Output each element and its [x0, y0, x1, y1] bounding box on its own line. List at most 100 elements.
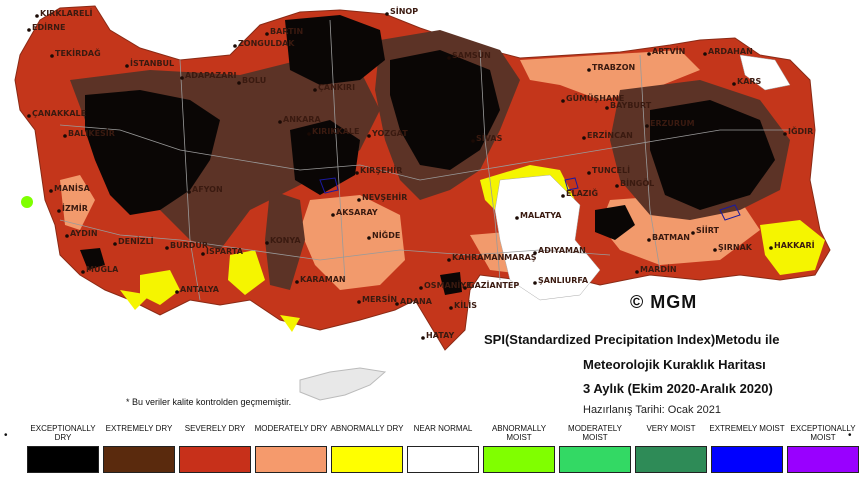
- city-dot: [449, 306, 453, 310]
- city-label: ISPARTA: [206, 247, 244, 256]
- legend-bullet-left: •: [4, 430, 8, 441]
- city-label: BATMAN: [652, 233, 690, 242]
- city-dot: [367, 134, 371, 138]
- city-label: KONYA: [270, 236, 301, 245]
- city-dot: [265, 32, 269, 36]
- city-label: KARS: [737, 77, 762, 86]
- city-dot: [175, 290, 179, 294]
- legend-bullet-right: •: [848, 430, 852, 441]
- city-label: BURDUR: [170, 241, 208, 250]
- legend-swatch: [559, 446, 631, 473]
- city-dot: [395, 302, 399, 306]
- city-label: ADANA: [400, 297, 433, 306]
- city-dot: [49, 189, 53, 193]
- city-label: GÜMÜŞHANE: [566, 93, 624, 103]
- legend-item-moderately-dry: MODERATELY DRY: [252, 424, 330, 473]
- city-dot: [713, 248, 717, 252]
- legend-label: NEAR NORMAL: [413, 424, 473, 433]
- city-dot: [265, 241, 269, 245]
- city-dot: [587, 68, 591, 72]
- city-dot: [533, 251, 537, 255]
- legend-label: ABNORMALLY DRY: [330, 424, 404, 433]
- city-label: İSTANBUL: [130, 58, 174, 68]
- city-dot: [278, 120, 282, 124]
- legend-swatch: [331, 446, 403, 473]
- city-label: IĞDIR: [788, 125, 813, 136]
- city-label: MARDİN: [640, 264, 677, 274]
- city-dot: [447, 56, 451, 60]
- city-label: ERZURUM: [650, 119, 695, 128]
- map-title-line1: SPI(Standardized Precipitation Index)Met…: [484, 332, 780, 347]
- prepared-date: Hazırlanış Tarihi: Ocak 2021: [583, 404, 721, 416]
- city-label: ÇANAKKALE: [32, 109, 86, 118]
- footnote: * Bu veriler kalite kontrolden geçmemişt…: [126, 397, 292, 407]
- city-dot: [783, 132, 787, 136]
- city-label: KİLİS: [454, 300, 477, 310]
- city-dot: [113, 242, 117, 246]
- legend-swatch: [711, 446, 783, 473]
- city-label: KAHRAMANMARAŞ: [452, 253, 537, 262]
- city-dot: [50, 54, 54, 58]
- lakes: [319, 177, 741, 221]
- city-label: OSMANİYE: [424, 280, 472, 290]
- legend-item-extremely-dry: EXTREMELY DRY: [100, 424, 178, 473]
- city-label: BALIKESİR: [68, 128, 115, 138]
- city-dot: [237, 81, 241, 85]
- legend-label: ABNORMALLY MOIST: [491, 424, 547, 442]
- legend-label: MODERATELY DRY: [254, 424, 328, 433]
- city-dot: [533, 281, 537, 285]
- city-dot: [582, 136, 586, 140]
- city-label: BOLU: [242, 76, 266, 85]
- city-label: ARTVİN: [652, 46, 685, 56]
- city-label: YOZGAT: [371, 129, 408, 138]
- city-label: ŞIRNAK: [718, 243, 753, 252]
- city-dot: [63, 134, 67, 138]
- map-title-line2: Meteorolojik Kuraklık Haritası: [583, 357, 766, 372]
- city-dot: [587, 171, 591, 175]
- legend-item-exceptionally-dry: EXCEPTIONALLY DRY: [24, 424, 102, 473]
- legend-swatch: [407, 446, 479, 473]
- city-label: GAZİANTEP: [468, 280, 519, 290]
- city-dot: [27, 28, 31, 32]
- city-dot: [703, 52, 707, 56]
- city-label: SİİRT: [696, 225, 720, 235]
- legend-label: SEVERELY DRY: [184, 424, 246, 433]
- map-title-line3: 3 Aylık (Ekim 2020-Aralık 2020): [583, 381, 773, 396]
- legend-label: EXTREMELY MOIST: [709, 424, 785, 433]
- city-label: NİĞDE: [372, 229, 400, 240]
- city-label: SAMSUN: [452, 51, 491, 60]
- city-label: HAKKARİ: [774, 240, 815, 250]
- legend-swatch: [179, 446, 251, 473]
- city-label: KARAMAN: [300, 275, 346, 284]
- legend-item-near-normal: NEAR NORMAL: [404, 424, 482, 473]
- city-label: ELAZIĞ: [566, 187, 598, 198]
- city-label: KIRKLARELİ: [40, 8, 93, 18]
- city-dot: [635, 270, 639, 274]
- city-label: ANKARA: [283, 115, 321, 124]
- city-label: ADAPAZARI: [185, 71, 236, 80]
- city-label: AFYON: [192, 185, 223, 194]
- city-label: ARDAHAN: [708, 47, 753, 56]
- near-normal-zones: [494, 54, 791, 301]
- city-dot: [471, 139, 475, 143]
- city-dot: [647, 52, 651, 56]
- city-label: ÇANKIRI: [318, 83, 355, 92]
- city-dot: [233, 44, 237, 48]
- drought-map: KIRKLARELİ EDİRNE TEKİRDAĞ İSTANBUL ADAPAZAR…: [14, 5, 831, 401]
- city-label: TEKİRDAĞ: [55, 47, 101, 58]
- legend-swatch: [27, 446, 99, 473]
- city-label: SİNOP: [390, 6, 418, 16]
- city-label: DENİZLİ: [118, 236, 154, 246]
- city-dot: [125, 64, 129, 68]
- city-dot: [561, 99, 565, 103]
- city-label: KIRŞEHİR: [360, 165, 402, 175]
- city-label: ANTALYA: [180, 285, 220, 294]
- city-label: BARTIN: [270, 27, 303, 36]
- city-label: İZMİR: [62, 203, 88, 213]
- city-label: NEVŞEHİR: [362, 192, 407, 202]
- city-label: TRABZON: [592, 63, 635, 72]
- legend-label: EXCEPTIONALLY MOIST: [790, 424, 856, 442]
- city-label: AYDIN: [70, 229, 98, 238]
- city-dot: [313, 88, 317, 92]
- legend-item-very-moist: VERY MOIST: [632, 424, 710, 473]
